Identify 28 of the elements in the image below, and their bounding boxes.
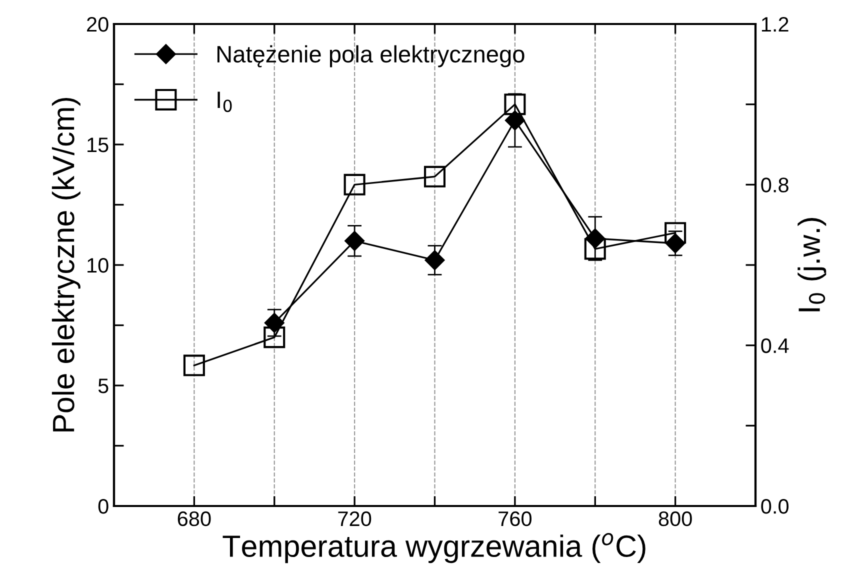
point — [504, 94, 526, 116]
legend-label: Natężenie pola elektrycznego — [217, 45, 524, 68]
y2-tick-label: 0.4 — [761, 338, 789, 354]
y2-tick-label: 0.8 — [761, 178, 788, 192]
point — [264, 326, 286, 348]
point — [664, 222, 686, 244]
point — [584, 238, 606, 260]
y-tick-label: 15 — [88, 138, 108, 152]
point — [183, 354, 205, 376]
x-tick-label: 760 — [498, 511, 532, 526]
point — [344, 231, 364, 251]
point — [424, 250, 445, 270]
y2-tick-label: 0.0 — [761, 499, 789, 514]
y2-axis-title: I$_{0}$ (j.w.) — [798, 218, 826, 312]
x-tick-label: 800 — [658, 511, 692, 526]
y-tick-label: 5 — [98, 378, 108, 394]
x-tick-label: 720 — [338, 511, 372, 526]
y-axis-title: Pole elektryczne (kV/cm) — [52, 98, 80, 432]
y-tick-label: 0 — [98, 499, 108, 514]
legend-label: I$_{0}$ — [218, 92, 232, 112]
x-tick-label: 680 — [178, 511, 211, 526]
point — [424, 166, 446, 188]
point — [344, 174, 366, 196]
y-tick-label: 10 — [88, 258, 108, 273]
y2-tick-label: 1.2 — [762, 17, 788, 32]
x-axis-title: Temperatura wygrzewania ($^{o}$C) — [222, 533, 646, 564]
y-tick-label: 20 — [87, 17, 108, 32]
point — [505, 110, 525, 130]
